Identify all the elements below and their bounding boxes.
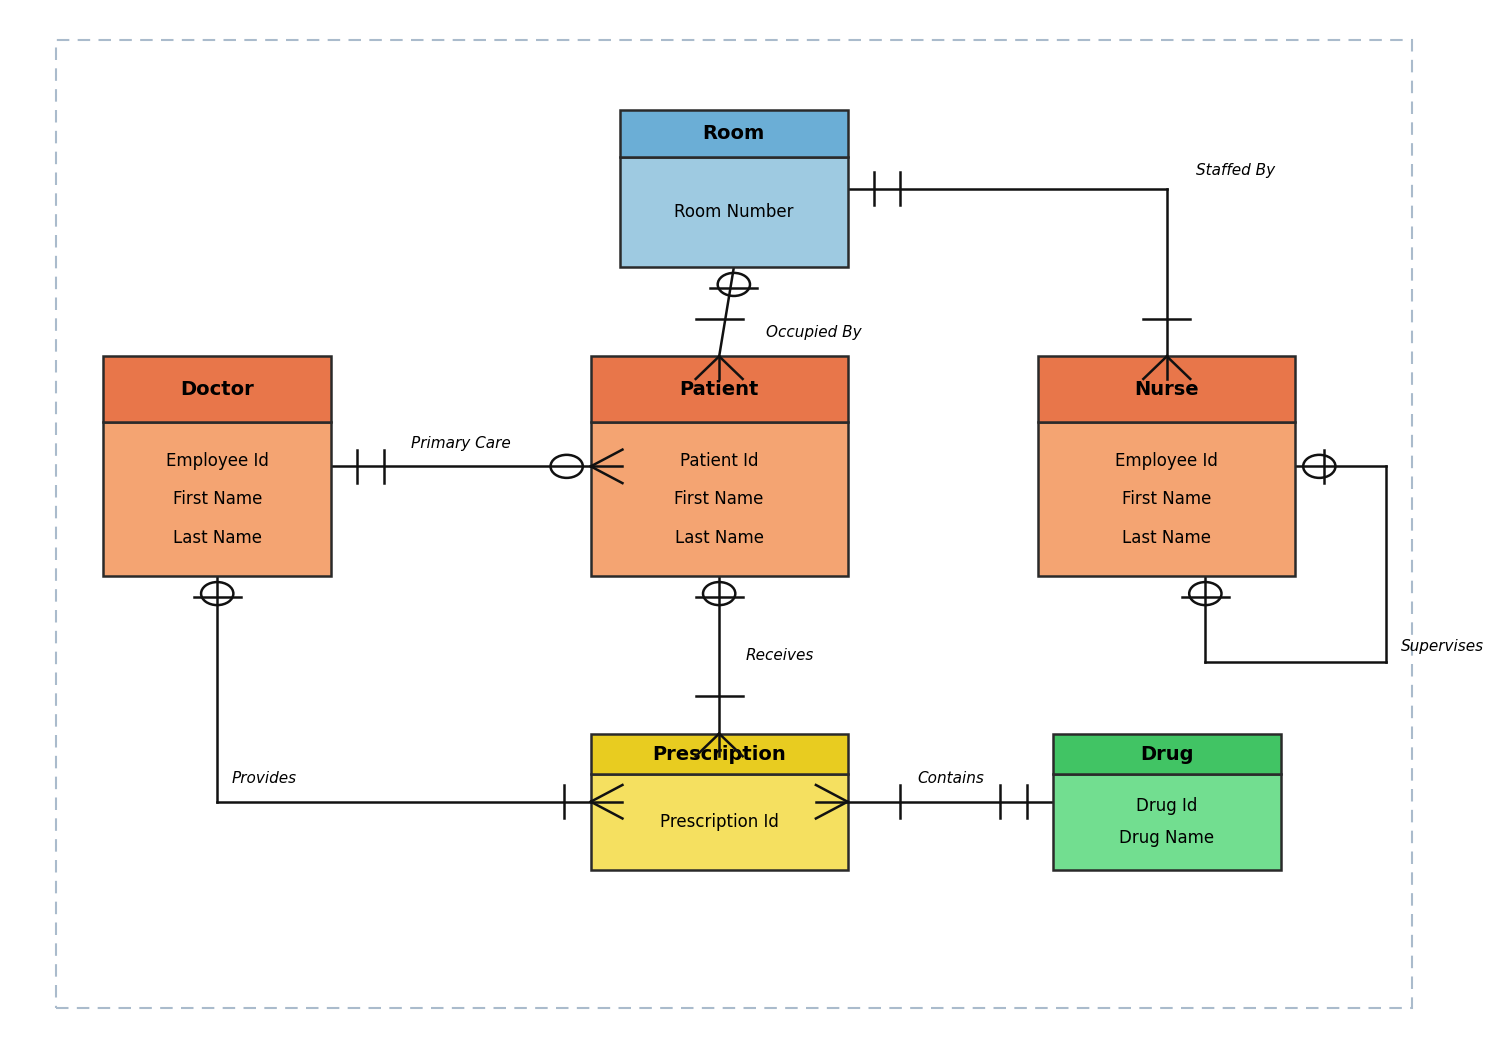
FancyBboxPatch shape [1038, 356, 1296, 422]
Text: Drug Name: Drug Name [1119, 829, 1215, 847]
FancyBboxPatch shape [1053, 734, 1281, 774]
Text: Contains: Contains [917, 771, 984, 786]
Text: Nurse: Nurse [1134, 379, 1198, 399]
Text: First Name: First Name [172, 490, 262, 508]
Text: Patient Id: Patient Id [680, 452, 758, 470]
Text: Last Name: Last Name [1122, 529, 1212, 547]
Text: First Name: First Name [1122, 490, 1212, 508]
Text: Drug: Drug [1140, 744, 1194, 764]
Text: Prescription Id: Prescription Id [659, 813, 779, 831]
FancyBboxPatch shape [1053, 774, 1281, 870]
FancyBboxPatch shape [590, 422, 848, 576]
Text: Room Number: Room Number [674, 203, 794, 221]
Text: Drug Id: Drug Id [1135, 798, 1197, 815]
FancyBboxPatch shape [620, 110, 848, 157]
Text: Receives: Receives [746, 648, 813, 662]
Text: Occupied By: Occupied By [765, 325, 861, 341]
FancyBboxPatch shape [103, 422, 331, 576]
FancyBboxPatch shape [620, 157, 848, 267]
Text: Last Name: Last Name [172, 529, 262, 547]
Text: Room: Room [703, 124, 765, 144]
Text: Employee Id: Employee Id [1116, 452, 1218, 470]
FancyBboxPatch shape [1038, 422, 1296, 576]
Text: Patient: Patient [680, 379, 759, 399]
Text: Primary Care: Primary Care [410, 436, 511, 451]
FancyBboxPatch shape [103, 356, 331, 422]
FancyBboxPatch shape [590, 774, 848, 870]
Text: First Name: First Name [674, 490, 764, 508]
Text: Last Name: Last Name [674, 529, 764, 547]
FancyBboxPatch shape [590, 734, 848, 774]
Text: Provides: Provides [232, 771, 297, 786]
Text: Employee Id: Employee Id [166, 452, 268, 470]
Text: Staffed By: Staffed By [1197, 163, 1275, 178]
FancyBboxPatch shape [590, 356, 848, 422]
Text: Doctor: Doctor [180, 379, 255, 399]
Text: Supervises: Supervises [1401, 639, 1485, 654]
Text: Prescription: Prescription [652, 744, 786, 764]
